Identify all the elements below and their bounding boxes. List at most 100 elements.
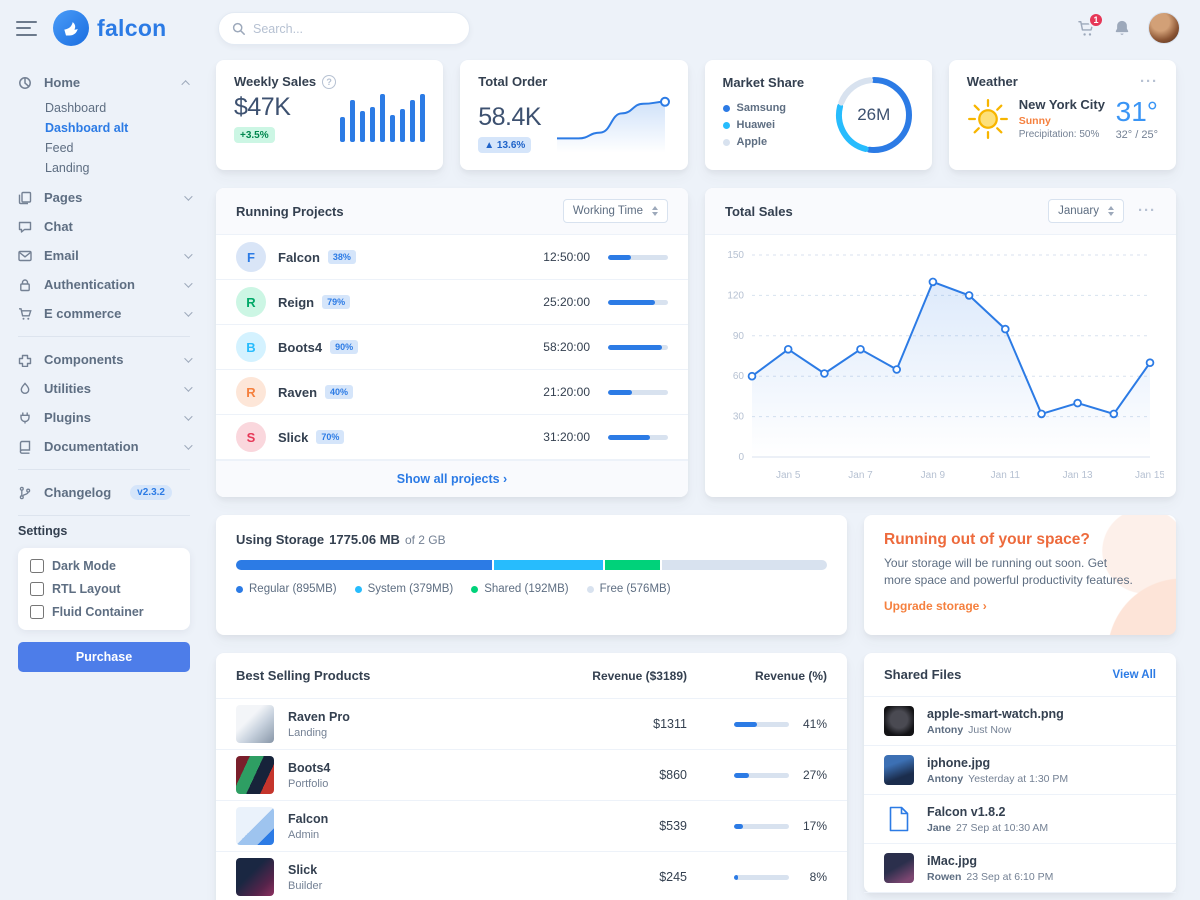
- sidebar-item-authentication[interactable]: Authentication: [18, 270, 193, 299]
- project-avatar: R: [236, 377, 266, 407]
- project-row: F Falcon 38% 12:50:00: [216, 235, 688, 280]
- code-branch-icon: [18, 486, 33, 500]
- purchase-button[interactable]: Purchase: [18, 642, 190, 672]
- notifications-button[interactable]: [1113, 18, 1131, 38]
- user-avatar[interactable]: [1148, 12, 1180, 44]
- project-time: 31:20:00: [543, 430, 590, 444]
- product-category-link[interactable]: Portfolio: [288, 777, 329, 790]
- weather-condition: Sunny: [1018, 115, 1051, 127]
- legend-dot: [354, 585, 362, 593]
- projects-card-footer: Show all projects ›: [216, 460, 688, 497]
- sidebar-item-dashboard-alt[interactable]: Dashboard alt: [45, 121, 129, 135]
- card-menu-icon[interactable]: ···: [1140, 72, 1158, 90]
- sidebar-item-changelog[interactable]: Changelog v2.3.2: [18, 478, 190, 507]
- file-author: Jane: [927, 821, 951, 834]
- file-author: Rowen: [927, 870, 962, 883]
- chevron-down-icon: [184, 307, 193, 317]
- chevron-down-icon: [184, 353, 193, 363]
- project-name-link[interactable]: Reign: [278, 294, 315, 310]
- file-name-link[interactable]: apple-smart-watch.png: [927, 706, 1064, 721]
- product-category-link[interactable]: Landing: [288, 726, 328, 739]
- total-sales-title: Total Sales: [725, 203, 793, 219]
- dark-mode-checkbox[interactable]: [30, 559, 44, 573]
- sidebar-item-home[interactable]: Home: [18, 68, 190, 97]
- product-revenue: $539: [659, 819, 687, 833]
- fluid-container-checkbox[interactable]: [30, 605, 44, 619]
- working-time-select[interactable]: Working Time: [562, 199, 668, 223]
- project-progress-badge: 70%: [316, 430, 345, 444]
- file-time: 23 Sep at 6:10 PM: [966, 870, 1054, 883]
- sidebar-item-label: Email: [44, 248, 79, 263]
- file-row: apple-smart-watch.png Antony Just Now: [864, 697, 1176, 746]
- sidebar-item-label: Chat: [44, 219, 73, 234]
- upgrade-storage-link[interactable]: Upgrade storage ›: [884, 598, 987, 613]
- dark-mode-option[interactable]: Dark Mode: [30, 559, 178, 573]
- legend-item-apple: Apple: [722, 136, 914, 148]
- product-revenue: $1311: [653, 717, 687, 731]
- best-selling-title: Best Selling Products: [236, 668, 371, 683]
- settings-card: Dark Mode RTL Layout Fluid Container: [18, 548, 190, 630]
- option-label: RTL Layout: [52, 582, 121, 596]
- option-label: Dark Mode: [52, 559, 116, 573]
- sidebar-item-components[interactable]: Components: [18, 345, 193, 374]
- fluid-container-option[interactable]: Fluid Container: [30, 605, 178, 619]
- rtl-layout-checkbox[interactable]: [30, 582, 44, 596]
- file-name-link[interactable]: iphone.jpg: [927, 755, 991, 770]
- sidebar-item-ecommerce[interactable]: E commerce: [18, 299, 193, 328]
- market-share-total: 26M: [857, 105, 891, 124]
- file-name-link[interactable]: iMac.jpg: [927, 853, 978, 868]
- sidebar-item-chat[interactable]: Chat: [18, 212, 190, 241]
- sidebar-item-dashboard[interactable]: Dashboard: [45, 101, 107, 115]
- file-name-link[interactable]: Falcon v1.8.2: [927, 804, 1006, 819]
- product-category-link[interactable]: Admin: [288, 828, 320, 841]
- search-input[interactable]: [253, 21, 456, 36]
- project-progress-bar: [608, 254, 668, 260]
- sidebar-item-pages[interactable]: Pages: [18, 183, 193, 212]
- storage-title: Using Storage: [236, 532, 325, 547]
- sidebar: Home Dashboard Dashboard alt Feed Landin…: [0, 58, 206, 672]
- file-time: Yesterday at 1:30 PM: [968, 772, 1069, 785]
- main-content: Weekly Sales ? $47K +3.5% Total Order 58…: [216, 60, 1176, 900]
- total-order-value: 58.4K: [478, 103, 542, 131]
- product-name-link[interactable]: Raven Pro: [288, 709, 350, 724]
- project-name-link[interactable]: Falcon: [278, 249, 320, 265]
- month-select[interactable]: January: [1048, 199, 1124, 223]
- sidebar-item-documentation[interactable]: Documentation: [18, 432, 193, 461]
- project-avatar: S: [236, 422, 266, 452]
- rtl-layout-option[interactable]: RTL Layout: [30, 582, 178, 596]
- help-icon[interactable]: ?: [322, 74, 337, 89]
- card-menu-icon[interactable]: ···: [1138, 202, 1156, 219]
- search-box[interactable]: [218, 12, 470, 45]
- cart-button[interactable]: 1: [1077, 11, 1104, 38]
- project-name-link[interactable]: Raven: [278, 384, 318, 400]
- market-share-donut: 26M: [832, 73, 916, 157]
- product-category-link[interactable]: Builder: [288, 879, 323, 892]
- file-author: Antony: [927, 723, 964, 736]
- book-icon: [18, 440, 33, 454]
- product-name-link[interactable]: Falcon: [288, 811, 329, 826]
- project-name-link[interactable]: Boots4: [278, 339, 323, 355]
- chevron-up-icon: [181, 79, 190, 89]
- view-all-link[interactable]: View All: [1112, 668, 1156, 681]
- product-percent: 8%: [809, 870, 827, 884]
- sidebar-item-plugins[interactable]: Plugins: [18, 403, 193, 432]
- show-all-projects-link[interactable]: Show all projects ›: [396, 472, 508, 486]
- shared-files-card: Shared Files View All apple-smart-watch.…: [864, 653, 1176, 893]
- project-row: R Raven 40% 21:20:00: [216, 370, 688, 415]
- project-name-link[interactable]: Slick: [278, 429, 309, 445]
- project-row: S Slick 70% 31:20:00: [216, 415, 688, 460]
- file-time: Just Now: [968, 723, 1012, 736]
- project-progress-badge: 38%: [327, 250, 356, 264]
- hamburger-menu-button[interactable]: [16, 20, 37, 36]
- sidebar-item-utilities[interactable]: Utilities: [18, 374, 193, 403]
- sidebar-item-email[interactable]: Email: [18, 241, 193, 270]
- product-name-link[interactable]: Boots4: [288, 760, 331, 775]
- sun-icon: [967, 98, 1008, 139]
- weather-card: Weather ··· New York City Sunny Prec: [948, 60, 1176, 170]
- sidebar-item-landing[interactable]: Landing: [45, 161, 90, 175]
- product-name-link[interactable]: Slick: [288, 862, 318, 877]
- sidebar-item-feed[interactable]: Feed: [45, 141, 74, 155]
- product-percent: 41%: [802, 717, 827, 731]
- envelope-icon: [18, 249, 33, 263]
- falcon-logo[interactable]: falcon: [53, 10, 167, 46]
